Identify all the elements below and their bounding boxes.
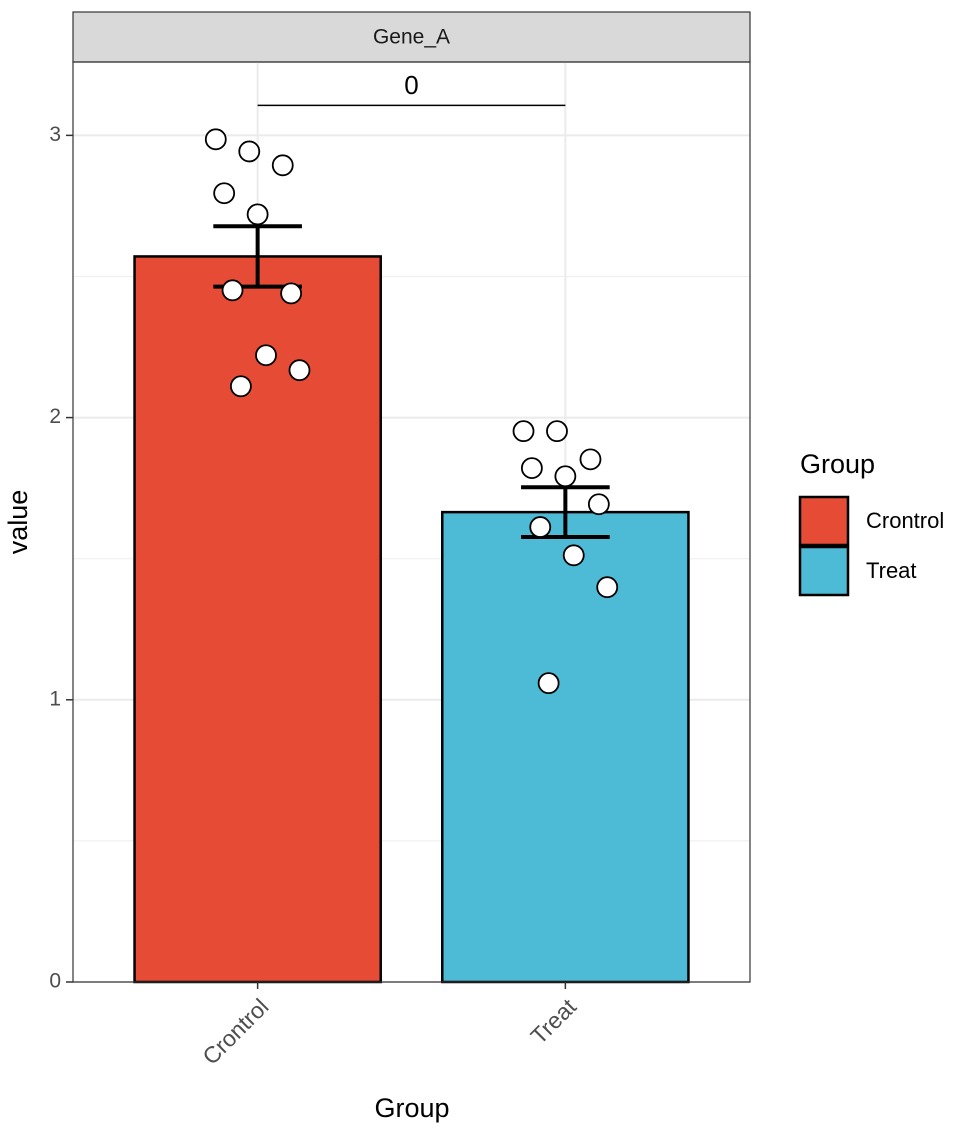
- legend-key: [798, 495, 850, 547]
- x-tick-label: Treat: [525, 993, 581, 1049]
- legend-title: Group: [800, 449, 875, 479]
- data-point: [213, 182, 236, 205]
- data-point: [529, 516, 552, 538]
- legend-label: Treat: [866, 558, 917, 583]
- y-axis-label: value: [3, 490, 33, 555]
- data-point: [280, 282, 303, 305]
- data-point: [579, 448, 602, 471]
- data-point: [596, 576, 619, 599]
- data-point: [229, 375, 252, 398]
- data-point: [246, 203, 269, 226]
- data-point: [255, 344, 277, 367]
- data-point: [587, 493, 610, 516]
- significance-label: 0: [404, 70, 418, 100]
- y-tick-label: 0: [49, 970, 61, 993]
- data-point: [221, 279, 244, 302]
- data-point: [554, 465, 577, 488]
- y-tick-label: 1: [49, 687, 61, 710]
- x-axis-label: Group: [374, 1093, 449, 1123]
- y-tick-label: 3: [49, 123, 61, 146]
- x-tick-label: Crontrol: [197, 993, 273, 1069]
- legend-key: [798, 545, 850, 597]
- data-point: [288, 359, 311, 382]
- data-point: [512, 420, 535, 443]
- panel-border: [72, 61, 751, 983]
- data-point: [271, 154, 294, 177]
- legend-label: Crontrol: [866, 508, 944, 533]
- data-point: [562, 544, 585, 567]
- data-point: [204, 128, 227, 151]
- data-point: [546, 420, 568, 443]
- data-point: [520, 457, 543, 479]
- data-point: [238, 140, 261, 163]
- strip: [72, 11, 751, 63]
- bar: [441, 510, 690, 984]
- data-point: [537, 672, 560, 695]
- bar: [133, 255, 382, 984]
- y-tick-label: 2: [49, 405, 61, 428]
- strip-label: Gene_A: [373, 26, 450, 49]
